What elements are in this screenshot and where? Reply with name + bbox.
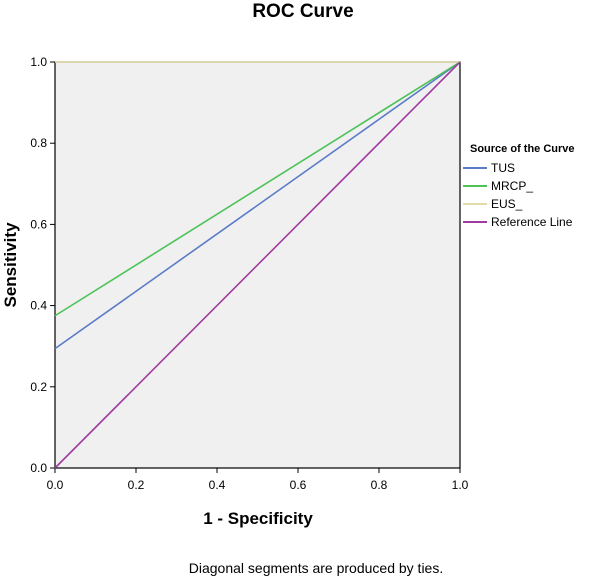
y-tick-label: 1.0 — [30, 55, 47, 69]
legend-items: TUS MRCP_ EUS_ Reference Line — [463, 161, 573, 229]
x-tick-label: 1.0 — [452, 478, 469, 492]
x-tick-label: 0.8 — [371, 478, 388, 492]
legend-label-mrcp: MRCP_ — [491, 179, 533, 193]
y-axis-ticks: 0.0 0.2 0.4 0.6 0.8 1.0 — [30, 55, 55, 475]
series-line-reference-line — [54, 61, 461, 469]
series-lines — [54, 61, 461, 469]
x-tick-label: 0.2 — [128, 478, 145, 492]
x-axis-ticks: 0.0 0.2 0.4 0.6 0.8 1.0 — [47, 468, 469, 492]
series-line-mrcp — [54, 61, 461, 317]
legend-label-reference-line: Reference Line — [491, 215, 573, 229]
series-line-tus — [54, 61, 461, 350]
y-tick-label: 0.0 — [30, 461, 47, 475]
footnote: Diagonal segments are produced by ties. — [189, 560, 443, 576]
x-tick-label: 0.6 — [290, 478, 307, 492]
legend-label-tus: TUS — [491, 161, 515, 175]
y-tick-label: 0.6 — [30, 217, 47, 231]
x-tick-label: 0.0 — [47, 478, 64, 492]
chart-title: ROC Curve — [252, 1, 353, 22]
legend: Source of the Curve TUS MRCP_ EUS_ Referenc… — [463, 143, 575, 229]
x-axis-title: 1 - Specificity — [203, 509, 313, 528]
legend-label-eus: EUS_ — [491, 197, 523, 211]
x-tick-label: 0.4 — [209, 478, 226, 492]
y-tick-label: 0.8 — [30, 136, 47, 150]
y-axis-title: Sensitivity — [1, 222, 20, 308]
y-tick-label: 0.4 — [30, 299, 47, 313]
legend-title: Source of the Curve — [470, 143, 575, 155]
y-tick-label: 0.2 — [30, 380, 47, 394]
